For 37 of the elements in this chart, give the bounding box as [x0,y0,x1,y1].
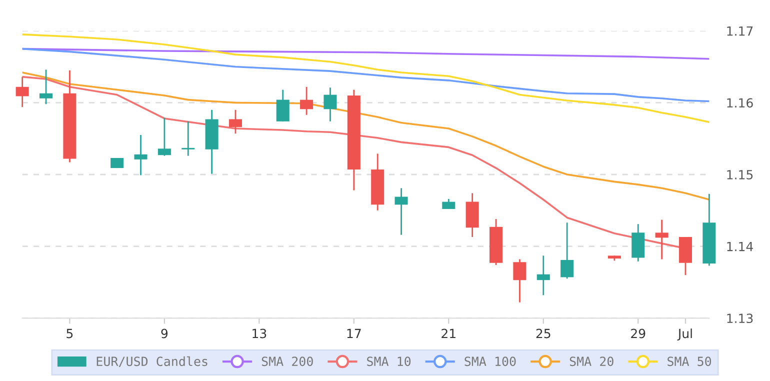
y-tick-label: 1.14 [727,242,753,252]
candlestick [300,86,314,116]
line-series [22,34,710,123]
x-tick-label: Jul [677,328,692,341]
candlestick [536,254,550,296]
legend-label: EUR/USD Candles [96,356,208,368]
y-tick-label: 1.17 [727,26,753,36]
legend-label: SMA 200 [262,356,313,366]
candlestick [655,219,668,260]
y-tick-label: 1.13 [727,314,753,324]
x-tick-label: 29 [631,328,646,338]
candlestick [228,109,242,134]
candlestick [134,134,148,176]
candlestick [16,76,29,108]
candlestick [158,117,171,157]
x-tick-label: 5 [66,328,73,338]
candlestick [442,198,456,210]
legend-label: SMA 20 [570,356,614,366]
x-tick-label: 21 [442,328,456,338]
candlestick [560,222,574,280]
candlestick [394,187,408,236]
line-series [22,48,710,102]
y-tick-label: 1.16 [727,98,753,108]
x-tick-label: 17 [347,328,361,338]
x-tick-label: 9 [161,328,168,338]
candlestick [276,89,290,122]
legend-label: SMA 50 [668,356,712,366]
line-series [22,72,710,201]
candlestick [324,86,337,122]
x-tick-label: 13 [252,328,266,338]
candlestick [513,258,526,304]
y-tick-label: 1.15 [727,170,753,180]
candlestick [40,68,53,105]
legend-label: SMA 100 [464,356,516,366]
candlestick [182,120,195,157]
legend-label: SMA 10 [367,356,411,366]
x-tick-label: 25 [536,328,550,338]
